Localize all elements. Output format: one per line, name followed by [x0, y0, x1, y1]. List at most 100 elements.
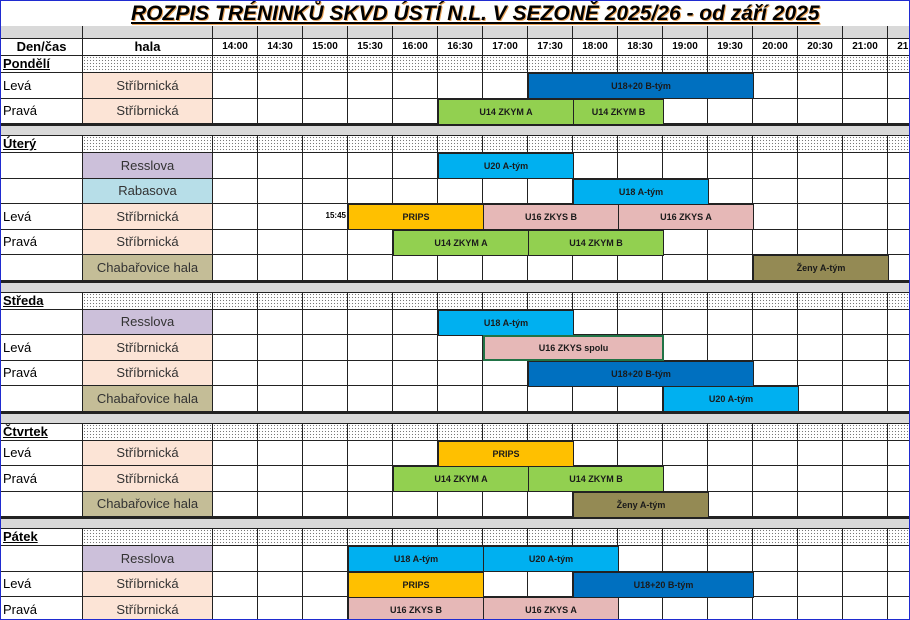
time-slot-cell[interactable] — [213, 491, 258, 517]
day-header-cell[interactable] — [888, 56, 909, 73]
time-slot-cell[interactable] — [213, 229, 258, 255]
time-slot-cell[interactable] — [843, 204, 888, 230]
time-slot-cell[interactable] — [258, 466, 303, 492]
time-slot-cell[interactable] — [348, 309, 393, 335]
time-slot-cell[interactable] — [798, 386, 843, 412]
time-slot-cell[interactable] — [258, 360, 303, 386]
time-slot-cell[interactable] — [888, 546, 909, 572]
training-block[interactable]: Ženy A-tým — [753, 255, 889, 281]
day-header-cell[interactable] — [888, 292, 909, 310]
time-slot-cell[interactable] — [528, 178, 573, 204]
day-header-cell[interactable] — [753, 56, 798, 73]
time-slot-cell[interactable] — [258, 597, 303, 619]
training-block[interactable]: U16 ZKYS A — [618, 204, 754, 230]
time-slot-cell[interactable] — [843, 73, 888, 99]
hall-cell[interactable]: Chabařovice hala — [83, 255, 213, 281]
day-header-cell[interactable] — [843, 423, 888, 441]
day-header-cell[interactable] — [213, 292, 258, 310]
time-slot-cell[interactable] — [663, 466, 708, 492]
time-slot-cell[interactable] — [213, 204, 258, 230]
training-block[interactable]: U18 A-tým — [348, 546, 484, 572]
day-header-cell[interactable] — [753, 529, 798, 546]
time-slot-cell[interactable] — [393, 335, 438, 361]
time-slot-cell[interactable] — [303, 440, 348, 466]
time-slot-cell[interactable] — [303, 335, 348, 361]
training-block[interactable]: U18 A-tým — [573, 178, 709, 205]
time-slot-cell[interactable] — [303, 466, 348, 492]
time-slot-cell[interactable] — [258, 546, 303, 572]
time-slot-cell[interactable] — [213, 546, 258, 572]
time-slot-cell[interactable] — [843, 386, 888, 412]
header-spacer-cell[interactable] — [303, 26, 348, 39]
time-slot-cell[interactable] — [708, 335, 753, 361]
time-slot-cell[interactable] — [753, 546, 798, 572]
day-header-cell[interactable] — [618, 292, 663, 310]
hall-cell[interactable]: Stříbrnická — [83, 440, 213, 466]
day-header-cell[interactable] — [393, 292, 438, 310]
time-slot-cell[interactable] — [888, 255, 909, 281]
time-slot-cell[interactable] — [888, 466, 909, 492]
time-slot-cell[interactable] — [348, 229, 393, 255]
time-slot-cell[interactable] — [213, 360, 258, 386]
time-slot-cell[interactable] — [528, 491, 573, 517]
day-header-cell[interactable] — [258, 292, 303, 310]
time-slot-cell[interactable] — [618, 597, 663, 619]
header-spacer-cell[interactable] — [753, 26, 798, 39]
time-slot-cell[interactable] — [798, 178, 843, 204]
time-slot-cell[interactable] — [843, 98, 888, 124]
day-header-cell[interactable] — [798, 292, 843, 310]
time-slot-cell[interactable] — [213, 440, 258, 466]
hall-cell[interactable]: Stříbrnická — [83, 73, 213, 99]
hall-cell[interactable]: Chabařovice hala — [83, 386, 213, 412]
day-header-cell[interactable] — [258, 423, 303, 441]
day-header-cell[interactable] — [663, 423, 708, 441]
time-slot-cell[interactable] — [573, 386, 618, 412]
time-slot-cell[interactable] — [843, 466, 888, 492]
day-header-cell[interactable] — [348, 136, 393, 153]
time-slot-cell[interactable] — [483, 571, 528, 597]
training-block[interactable]: U14 ZKYM B — [528, 466, 664, 492]
day-header-cell[interactable] — [348, 292, 393, 310]
time-slot-cell[interactable] — [843, 229, 888, 255]
time-slot-cell[interactable] — [753, 360, 798, 386]
time-slot-cell[interactable] — [393, 360, 438, 386]
day-header-cell[interactable] — [753, 136, 798, 153]
time-slot-cell[interactable] — [888, 204, 909, 230]
day-header-cell[interactable] — [348, 529, 393, 546]
day-header-cell[interactable] — [393, 423, 438, 441]
day-header-cell[interactable] — [663, 136, 708, 153]
day-header-cell[interactable] — [213, 56, 258, 73]
time-slot-cell[interactable] — [213, 255, 258, 281]
hall-cell[interactable]: Stříbrnická — [83, 466, 213, 492]
hall-cell[interactable]: Chabařovice hala — [83, 491, 213, 517]
time-slot-cell[interactable] — [798, 309, 843, 335]
time-slot-cell[interactable] — [438, 360, 483, 386]
time-slot-cell[interactable] — [843, 546, 888, 572]
day-header-cell[interactable] — [393, 529, 438, 546]
day-header-cell[interactable] — [303, 423, 348, 441]
training-block[interactable]: U16 ZKYS B — [483, 204, 619, 230]
time-slot-cell[interactable] — [393, 440, 438, 466]
day-header-cell[interactable] — [843, 136, 888, 153]
day-header-cell[interactable] — [348, 56, 393, 73]
day-header-cell[interactable] — [618, 529, 663, 546]
day-header-cell[interactable] — [213, 529, 258, 546]
time-slot-cell[interactable] — [303, 546, 348, 572]
time-slot-cell[interactable] — [798, 335, 843, 361]
time-slot-cell[interactable] — [843, 153, 888, 179]
time-slot-cell[interactable] — [708, 309, 753, 335]
time-slot-cell[interactable] — [888, 153, 909, 179]
day-header-cell[interactable] — [573, 529, 618, 546]
training-block[interactable]: U16 ZKYS spolu — [483, 335, 664, 361]
hall-cell[interactable]: Stříbrnická — [83, 98, 213, 124]
time-slot-cell[interactable] — [663, 255, 708, 281]
time-slot-cell[interactable] — [303, 386, 348, 412]
time-slot-cell[interactable] — [888, 73, 909, 99]
time-slot-cell[interactable] — [798, 360, 843, 386]
time-slot-cell[interactable] — [348, 335, 393, 361]
day-header-cell[interactable] — [798, 56, 843, 73]
training-block[interactable]: Ženy A-tým — [573, 491, 709, 518]
day-header-cell[interactable] — [618, 56, 663, 73]
time-slot-cell[interactable] — [618, 440, 663, 466]
day-header-cell[interactable] — [438, 56, 483, 73]
